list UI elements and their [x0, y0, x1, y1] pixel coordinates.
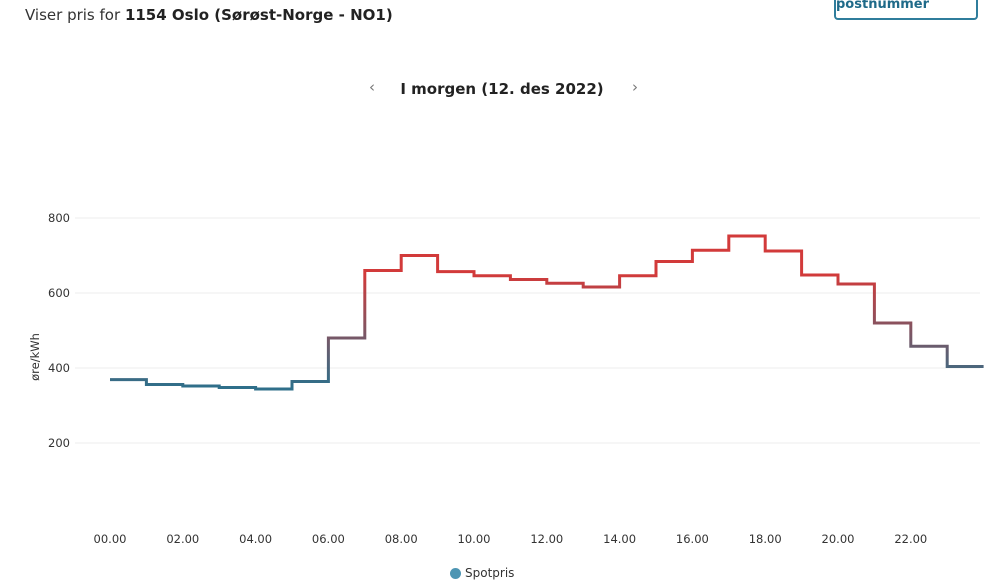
location-line: Viser pris for 1154 Oslo (Sørøst-Norge -…	[25, 6, 393, 24]
change-postcode-button[interactable]: Endre postnummer	[834, 0, 978, 20]
x-tick-label: 22.00	[894, 532, 927, 546]
x-tick-label: 14.00	[603, 532, 636, 546]
x-tick-label: 02.00	[166, 532, 199, 546]
x-axis-ticks: 00.00 02.00 04.00 06.00 08.00 10.00 12.00 14.00…	[94, 532, 928, 546]
legend-label: Spotpris	[465, 566, 515, 580]
y-axis-ticks: 200 400 600 800	[48, 211, 70, 450]
y-tick-label: 800	[48, 211, 70, 225]
x-tick-label: 08.00	[385, 532, 418, 546]
y-tick-label: 200	[48, 436, 70, 450]
x-tick-label: 10.00	[458, 532, 491, 546]
x-tick-label: 00.00	[94, 532, 127, 546]
x-tick-label: 18.00	[749, 532, 782, 546]
x-tick-label: 12.00	[530, 532, 563, 546]
date-navigation: ‹ I morgen (12. des 2022) ›	[0, 78, 1000, 102]
series-line-spotpris	[110, 234, 984, 391]
x-tick-label: 06.00	[312, 532, 345, 546]
chevron-left-icon[interactable]: ‹	[369, 78, 375, 96]
y-tick-label: 600	[48, 286, 70, 300]
legend-dot-icon	[450, 567, 461, 579]
chart-legend[interactable]: Spotpris	[450, 566, 514, 580]
location-name: 1154 Oslo (Sørøst-Norge - NO1)	[124, 6, 393, 24]
chevron-right-icon[interactable]: ›	[632, 78, 638, 96]
grid-layer	[75, 217, 980, 444]
x-tick-label: 04.00	[239, 532, 272, 546]
location-prefix: Viser pris for	[25, 6, 121, 24]
date-title: I morgen (12. des 2022)	[400, 80, 604, 98]
x-tick-label: 20.00	[822, 532, 855, 546]
x-tick-label: 16.00	[676, 532, 709, 546]
y-tick-label: 400	[48, 361, 70, 375]
y-axis-title: øre/kWh	[28, 333, 42, 381]
